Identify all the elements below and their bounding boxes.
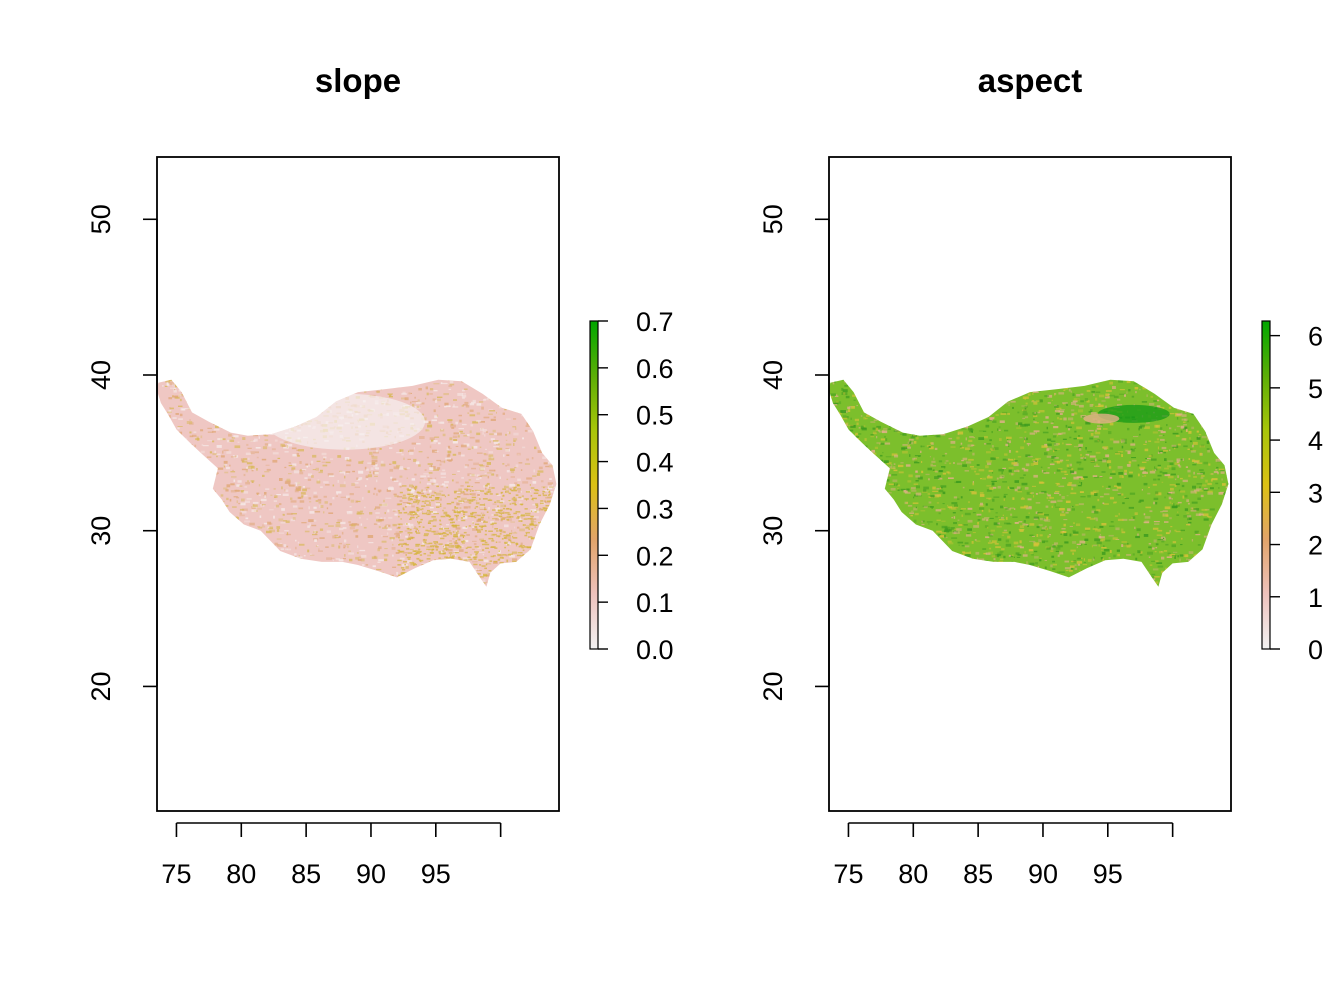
slope-y-tick-label: 40 — [86, 360, 116, 390]
aspect-x-tick-label: 75 — [833, 859, 863, 889]
aspect-x-tick-label: 90 — [1028, 859, 1058, 889]
slope-colorbar-label: 0.0 — [636, 635, 674, 665]
aspect-y-tick-label: 40 — [758, 360, 788, 390]
aspect-x-tick-label: 95 — [1093, 859, 1123, 889]
slope-colorbar-label: 0.3 — [636, 494, 674, 524]
slope-colorbar: 0.0 0.1 0.2 0.3 0.4 0.5 0.6 0.7 — [589, 307, 674, 665]
slope-y-axis: 20 30 40 50 — [86, 204, 158, 701]
aspect-colorbar-bar — [1261, 320, 1271, 650]
slope-colorbar-bar — [589, 320, 599, 650]
slope-y-tick-label: 30 — [86, 516, 116, 546]
aspect-colorbar-label: 6 — [1308, 322, 1323, 352]
slope-colorbar-label: 0.4 — [636, 448, 674, 478]
slope-y-tick-label: 50 — [86, 204, 116, 234]
aspect-colorbar-label: 2 — [1308, 531, 1323, 561]
aspect-colorbar-label: 0 — [1308, 635, 1323, 665]
slope-colorbar-label: 0.1 — [636, 588, 674, 618]
aspect-colorbar-label: 4 — [1308, 426, 1323, 456]
slope-x-tick-label: 95 — [421, 859, 451, 889]
slope-x-tick-label: 80 — [226, 859, 256, 889]
aspect-x-tick-label: 85 — [963, 859, 993, 889]
aspect-colorbar-label: 5 — [1308, 374, 1323, 404]
aspect-title: aspect — [978, 62, 1083, 99]
slope-x-tick-label: 75 — [161, 859, 191, 889]
aspect-x-tick-label: 80 — [898, 859, 928, 889]
slope-title: slope — [315, 62, 401, 99]
aspect-raster — [829, 379, 1229, 587]
aspect-x-axis: 75 80 85 90 95 — [833, 822, 1174, 889]
aspect-region — [829, 379, 1229, 587]
aspect-y-tick-label: 50 — [758, 204, 788, 234]
aspect-y-tick-label: 20 — [758, 671, 788, 701]
aspect-colorbar: 0 1 2 3 4 5 6 — [1261, 320, 1323, 665]
slope-colorbar-label: 0.7 — [636, 307, 674, 337]
slope-colorbar-label: 0.6 — [636, 354, 674, 384]
aspect-y-tick-label: 30 — [758, 516, 788, 546]
aspect-colorbar-label: 3 — [1308, 478, 1323, 508]
slope-x-tick-label: 85 — [291, 859, 321, 889]
aspect-panel: aspect 75 80 85 90 95 20 30 40 50 0 1 2 3 4 5 6 — [758, 62, 1323, 889]
aspect-y-axis: 20 30 40 50 — [758, 204, 830, 701]
slope-y-tick-label: 20 — [86, 671, 116, 701]
slope-colorbar-label: 0.2 — [636, 541, 674, 571]
slope-raster — [157, 379, 557, 587]
slope-colorbar-label: 0.5 — [636, 401, 674, 431]
aspect-colorbar-label: 1 — [1308, 583, 1323, 613]
slope-x-axis: 75 80 85 90 95 — [161, 822, 502, 889]
slope-x-tick-label: 90 — [356, 859, 386, 889]
